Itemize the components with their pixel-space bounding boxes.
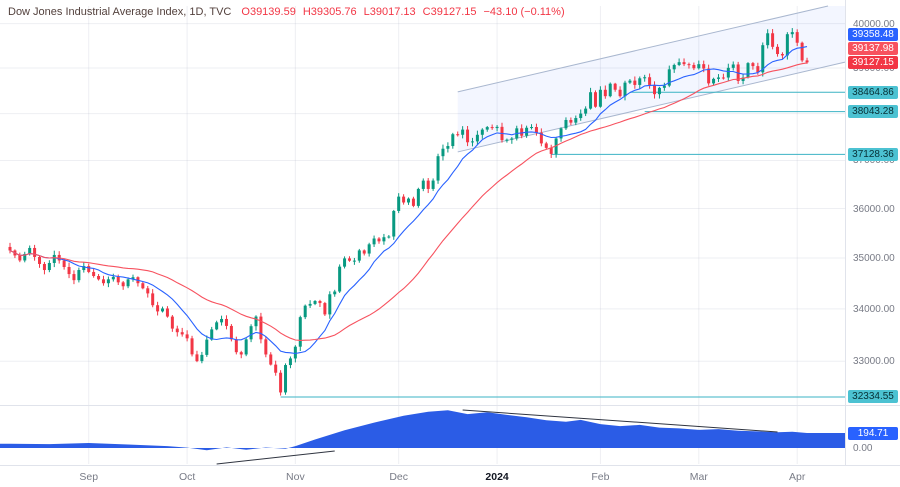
ma-slow-line[interactable] <box>9 62 808 341</box>
trend-channel[interactable] <box>457 5 846 153</box>
horizontal-rays[interactable] <box>280 91 845 398</box>
indicator-value-label: 194.71 <box>848 426 898 440</box>
price-gridline-label: 34000.00 <box>853 303 895 315</box>
price-gridline-label: 40000.00 <box>853 18 895 30</box>
chart-plot-area[interactable] <box>0 0 900 465</box>
grid-lines <box>0 6 845 464</box>
last-price-label: 39127.15 <box>848 55 898 69</box>
indicator-area <box>0 410 845 451</box>
ray-price-label: 32334.55 <box>848 390 898 404</box>
price-gridline-label: 36000.00 <box>853 203 895 215</box>
ray-price-label: 38043.28 <box>848 105 898 119</box>
channel-fill <box>457 6 845 152</box>
time-axis-label-oct: Oct <box>178 471 196 483</box>
chart-legend: Dow Jones Industrial Average Index, 1D, … <box>8 6 572 18</box>
symbol-title[interactable]: Dow Jones Industrial Average Index, 1D, … <box>8 6 232 18</box>
time-axis[interactable]: Sep Oct Nov Dec 2024 Feb Mar Apr <box>0 465 900 487</box>
ma-slow-price-label: 39137.98 <box>848 41 898 55</box>
legend-close-value: C39127.15 <box>422 6 477 18</box>
legend-high-value: H39305.76 <box>302 6 357 18</box>
channel-lower-line <box>457 61 846 153</box>
time-axis-label-sep: Sep <box>79 471 99 483</box>
ray-price-label: 38464.86 <box>848 85 898 99</box>
time-axis-label-2024: 2024 <box>485 471 509 483</box>
indicator-trendline[interactable] <box>462 409 778 433</box>
channel-upper-line <box>457 5 829 93</box>
indicator-zero-label: 0.00 <box>853 443 873 454</box>
ma-fast-line[interactable] <box>9 46 808 355</box>
price-gridline-label: 37000.00 <box>853 155 895 167</box>
ma-fast-price-label: 39358.48 <box>848 27 898 41</box>
ray-price-label: 37128.36 <box>848 147 898 161</box>
legend-low-value: L39017.13 <box>363 6 416 18</box>
price-gridline-label: 33000.00 <box>853 356 895 368</box>
price-axis[interactable]: 40000.0039000.0038000.0037000.0036000.00… <box>845 0 900 487</box>
time-axis-label-apr: Apr <box>789 471 806 483</box>
time-axis-label-mar: Mar <box>689 471 708 483</box>
legend-open-value: O39139.59 <box>241 6 296 18</box>
time-axis-label-feb: Feb <box>591 471 610 483</box>
legend-change-value: −43.10 (−0.11%) <box>483 6 565 18</box>
price-gridline-label: 35000.00 <box>853 252 895 264</box>
indicator-trendline[interactable] <box>216 450 335 465</box>
time-axis-label-dec: Dec <box>389 471 409 483</box>
time-axis-label-nov: Nov <box>286 471 305 483</box>
